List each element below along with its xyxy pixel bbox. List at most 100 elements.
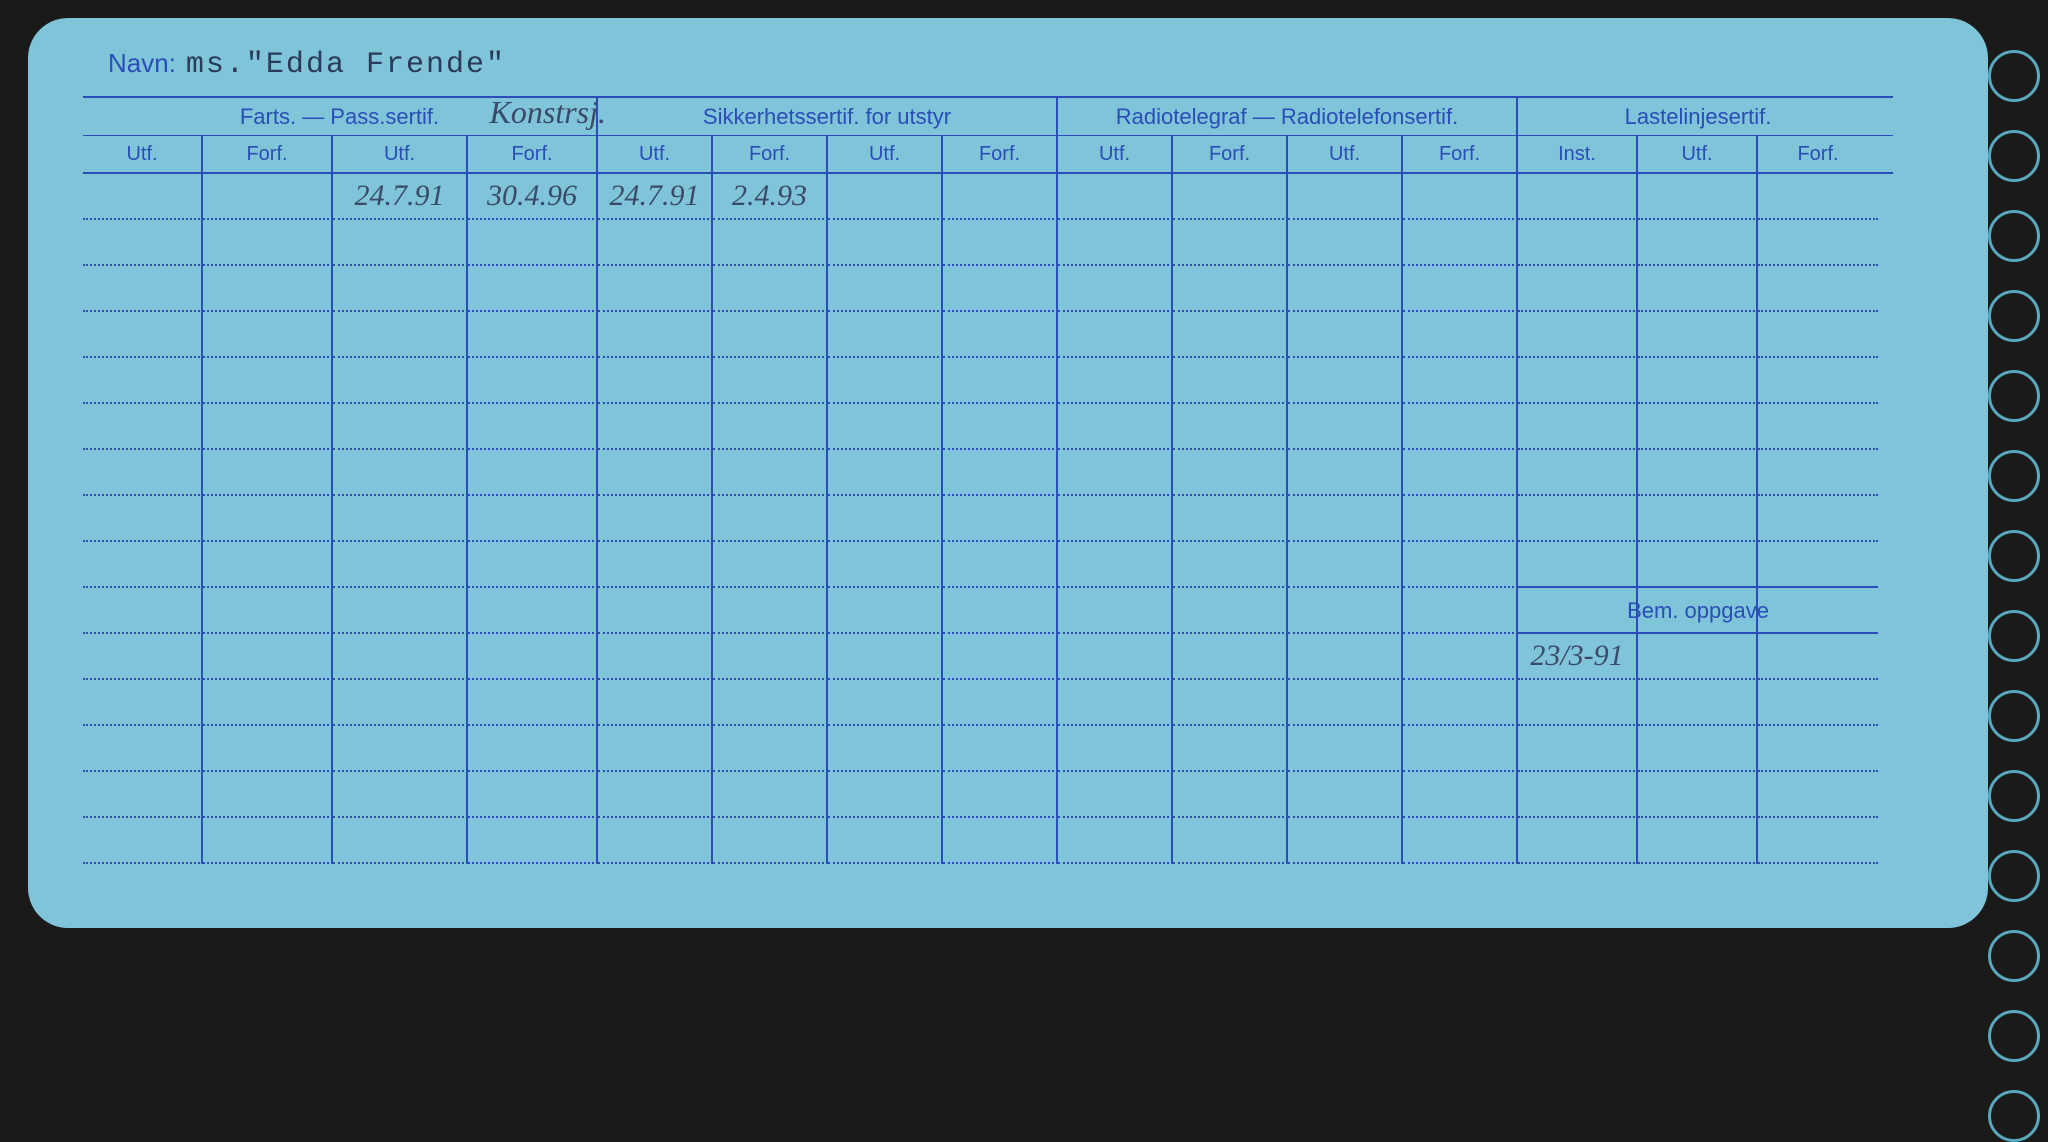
table-cell — [1403, 680, 1518, 726]
table-cell — [333, 358, 468, 404]
table-cell — [943, 450, 1058, 496]
table-row — [83, 726, 1893, 772]
table-cell — [1173, 312, 1288, 358]
table-cell — [828, 266, 943, 312]
table-cell — [333, 220, 468, 266]
binder-hole — [1988, 450, 2040, 502]
table-cell — [83, 588, 203, 634]
table-cell — [1288, 312, 1403, 358]
group-sikkerhet: Sikkerhetssertif. for utstyr — [598, 98, 1058, 135]
table-cell — [713, 266, 828, 312]
table-cell — [83, 818, 203, 864]
table-cell — [828, 680, 943, 726]
table-cell — [468, 404, 598, 450]
table-cell — [203, 772, 333, 818]
table-cell — [468, 220, 598, 266]
table-cell — [598, 496, 713, 542]
table-cell — [598, 358, 713, 404]
table-cell — [1288, 404, 1403, 450]
table-cell — [943, 404, 1058, 450]
table-cell — [1173, 634, 1288, 680]
table-cell — [333, 450, 468, 496]
table-cell — [828, 496, 943, 542]
table-cell — [1173, 174, 1288, 220]
table-cell — [203, 496, 333, 542]
table-row — [83, 312, 1893, 358]
table-cell — [828, 312, 943, 358]
table-cell — [943, 634, 1058, 680]
table-cell — [1288, 358, 1403, 404]
table-row — [83, 542, 1893, 588]
table-cell — [1058, 680, 1173, 726]
table-row: 23/3-91 — [83, 634, 1893, 680]
table-cell — [1403, 358, 1518, 404]
table-cell — [1058, 772, 1173, 818]
table-cell — [83, 496, 203, 542]
table-cell — [1058, 404, 1173, 450]
table-cell — [1758, 220, 1878, 266]
table-cell — [1173, 818, 1288, 864]
table-cell — [943, 680, 1058, 726]
binder-hole — [1988, 1010, 2040, 1062]
table-cell — [598, 542, 713, 588]
table-cell — [1173, 450, 1288, 496]
bem-oppgave-label: Bem. oppgave — [1518, 598, 1878, 624]
table-cell — [713, 634, 828, 680]
table-cell — [333, 818, 468, 864]
table-cell — [83, 680, 203, 726]
subcol: Forf. — [713, 136, 828, 172]
subcol: Forf. — [203, 136, 333, 172]
table-cell — [1518, 404, 1638, 450]
table-cell — [83, 220, 203, 266]
table-cell — [1758, 358, 1878, 404]
table-cell — [713, 818, 828, 864]
subcolumn-header: Utf. Forf. Utf. Forf. Utf. Forf. Utf. Fo… — [83, 136, 1893, 174]
subcol: Utf. — [828, 136, 943, 172]
table-cell — [1518, 220, 1638, 266]
table-cell — [83, 312, 203, 358]
table-cell — [943, 496, 1058, 542]
table-cell — [1288, 266, 1403, 312]
table-cell — [83, 174, 203, 220]
table-cell — [828, 358, 943, 404]
binder-hole — [1988, 50, 2040, 102]
table-body: 24.7.9130.4.9624.7.912.4.9323/3-91Bem. o… — [83, 174, 1893, 864]
table-cell: 24.7.91 — [333, 174, 468, 220]
binder-hole — [1988, 770, 2040, 822]
table-cell — [1518, 772, 1638, 818]
table-cell — [1058, 358, 1173, 404]
table-cell — [1638, 818, 1758, 864]
table-cell — [1638, 358, 1758, 404]
group-radio: Radiotelegraf — Radiotelefonsertif. — [1058, 98, 1518, 135]
table-cell — [598, 818, 713, 864]
table-cell — [333, 634, 468, 680]
table-cell — [1518, 312, 1638, 358]
table-row — [83, 358, 1893, 404]
binder-hole — [1988, 370, 2040, 422]
table-cell — [1058, 496, 1173, 542]
table-cell — [828, 588, 943, 634]
table-cell — [598, 588, 713, 634]
table-cell — [333, 588, 468, 634]
table-cell — [468, 496, 598, 542]
table-cell — [333, 312, 468, 358]
table-cell — [203, 404, 333, 450]
table-cell — [1403, 496, 1518, 542]
table-cell — [83, 772, 203, 818]
table-cell — [1173, 680, 1288, 726]
subcol: Utf. — [83, 136, 203, 172]
table-cell — [1638, 450, 1758, 496]
table-cell — [1638, 680, 1758, 726]
table-cell — [1288, 450, 1403, 496]
table-cell — [203, 726, 333, 772]
table-cell — [468, 588, 598, 634]
table-cell — [598, 726, 713, 772]
table-cell: 30.4.96 — [468, 174, 598, 220]
table-row — [83, 450, 1893, 496]
table-cell — [713, 772, 828, 818]
table-cell — [943, 266, 1058, 312]
table-cell — [83, 404, 203, 450]
group-lastelinje: Lastelinjesertif. — [1518, 98, 1878, 135]
table-cell — [468, 680, 598, 726]
table-cell — [1638, 404, 1758, 450]
